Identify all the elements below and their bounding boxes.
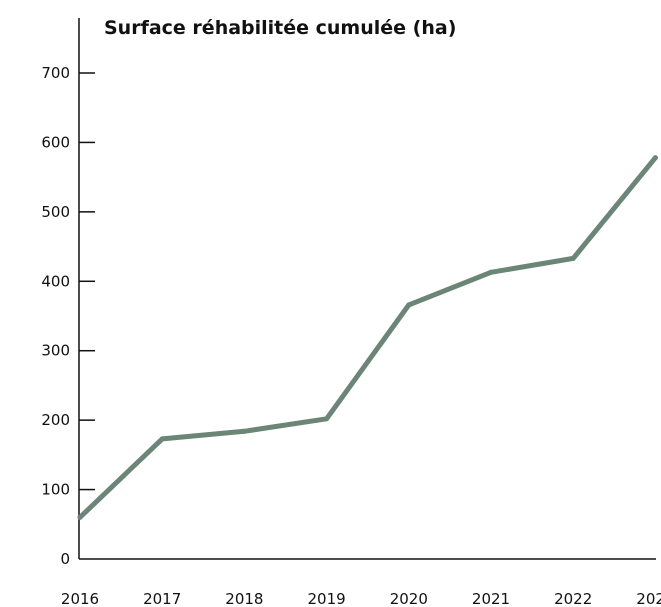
- y-tick-label: 300: [41, 342, 70, 360]
- y-tick-label: 500: [41, 203, 70, 221]
- y-tick-label: 700: [41, 64, 70, 82]
- y-tick-label: 100: [41, 481, 70, 499]
- y-tick-label: 400: [41, 272, 70, 290]
- data-point: [406, 302, 412, 308]
- data-point: [570, 255, 576, 261]
- x-tick-label: 2020: [390, 590, 428, 607]
- x-tick-label: 2023: [636, 590, 661, 607]
- y-tick-label: 600: [41, 133, 70, 151]
- series-line: [77, 155, 658, 520]
- y-tick-label: 200: [41, 411, 70, 429]
- data-point: [159, 436, 165, 442]
- x-tick-label: 2019: [308, 590, 346, 607]
- x-tick-label: 2021: [472, 590, 510, 607]
- axes: [78, 18, 656, 560]
- data-point: [324, 416, 330, 422]
- data-point: [652, 155, 658, 161]
- series-group: [77, 155, 658, 520]
- x-tick-label: 2017: [143, 590, 181, 607]
- data-point: [241, 428, 247, 434]
- x-tick-label: 2016: [61, 590, 99, 607]
- data-point: [77, 514, 83, 520]
- x-tick-label: 2018: [225, 590, 263, 607]
- data-point: [488, 269, 494, 275]
- y-tick-label: 0: [60, 550, 70, 568]
- chart-title: Surface réhabilitée cumulée (ha): [104, 17, 456, 39]
- x-axis-ticks: 2016 2017 2018 2019 2020 2021 2022 2023: [61, 590, 661, 607]
- y-axis-ticks: 0 100 200 300 400 500 600 700: [41, 64, 95, 568]
- x-tick-label: 2022: [554, 590, 592, 607]
